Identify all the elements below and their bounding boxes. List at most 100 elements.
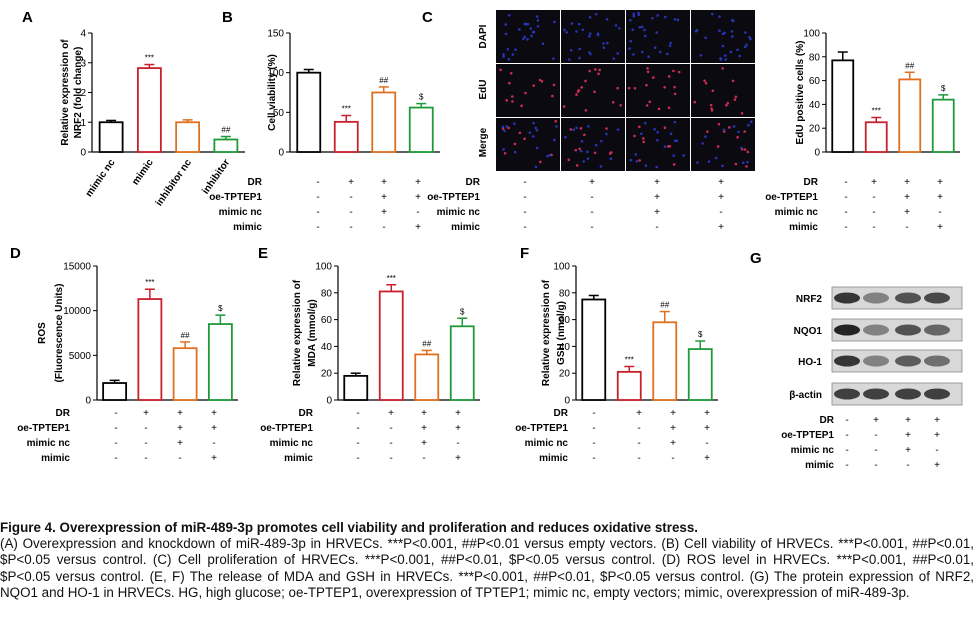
panel-f-condition-sign: -	[592, 453, 595, 464]
panel-c-cell-dot	[642, 140, 646, 144]
panel-c-cell-dot	[597, 72, 600, 76]
panel-c-cell-dot	[531, 135, 535, 138]
panel-c-cell-dot	[646, 67, 649, 70]
panel-g-band	[863, 292, 889, 304]
panel-b-condition-sign: -	[349, 207, 352, 218]
panel-c-bar	[898, 78, 922, 153]
panel-c-cell-dot	[526, 38, 529, 41]
panel-f-condition-sign: +	[636, 408, 642, 419]
panel-c-cell-dot	[740, 111, 744, 115]
panel-g-band	[834, 324, 860, 336]
panel-c-cell-dot	[743, 45, 747, 49]
panel-c-cell-dot	[651, 16, 654, 20]
panel-a-x-tick-label: inhibitor nc	[154, 157, 194, 208]
panel-d-y-label: ROS	[37, 322, 48, 344]
panel-c-cell-dot	[502, 148, 505, 151]
panel-b-y-tick-label: 0	[278, 148, 284, 159]
panel-c-cell-dot	[699, 53, 703, 57]
panel-c-cell-dot	[668, 44, 672, 48]
panel-c-cell-dot	[656, 138, 659, 142]
panel-d-condition-sign: -	[114, 423, 117, 434]
panel-c-cell-dot	[675, 139, 679, 143]
panel-c-condition-sign: -	[844, 207, 847, 218]
panel-e-y-label: Relative expression of	[292, 279, 303, 386]
panel-g-condition-sign: +	[934, 460, 940, 471]
panel-c-cell-dot	[552, 83, 556, 87]
panel-c-cell-dot	[586, 157, 590, 160]
panel-c-cell-dot	[721, 32, 725, 36]
panel-g-condition-sign: +	[905, 430, 911, 441]
panel-c-cell-dot	[742, 161, 745, 165]
panel-c-condition-sign: +	[871, 177, 877, 188]
panel-a-y-tick-label: 2	[80, 88, 86, 99]
panel-d-condition-sign: +	[143, 408, 149, 419]
panel-b-y-tick-label: 100	[267, 68, 284, 79]
panel-c-cell-dot	[513, 122, 516, 126]
panel-c-cell-dot	[637, 11, 640, 15]
panel-c-image-condition-sign: +	[589, 177, 595, 188]
panel-g-band-label: HO-1	[798, 357, 822, 368]
panel-c-cell-dot	[716, 145, 720, 148]
panel-g-condition-label: DR	[820, 415, 835, 426]
panel-c-cell-dot	[709, 103, 713, 107]
panel-c-cell-dot	[569, 128, 573, 131]
panel-a-x-tick-label: inhibitor	[200, 157, 232, 196]
panel-c-cell-dot	[710, 12, 714, 16]
panel-c-cell-dot	[535, 146, 539, 150]
panel-c-micrograph	[496, 10, 560, 63]
panel-c-cell-dot	[608, 152, 612, 155]
panel-e-condition-sign: -	[422, 453, 425, 464]
panel-c-condition-sign: +	[937, 222, 943, 233]
panel-c-cell-dot	[721, 164, 724, 168]
panel-e-y-tick-label: 100	[315, 262, 332, 273]
panel-c-cell-dot	[504, 23, 507, 26]
panel-c-cell-dot	[508, 81, 511, 85]
panel-c-image-condition-label: oe-TPTEP1	[427, 192, 480, 203]
panel-c-cell-dot	[707, 160, 711, 163]
panel-c-cell-dot	[746, 160, 749, 164]
panel-c-cell-dot	[524, 91, 527, 95]
panel-c-cell-dot	[502, 53, 505, 56]
panel-c-cell-dot	[731, 35, 734, 38]
panel-c-cell-dot	[728, 126, 731, 129]
panel-c-condition-label: oe-TPTEP1	[765, 192, 818, 203]
panel-c-cell-dot	[580, 86, 584, 89]
panel-b-condition-label: oe-TPTEP1	[209, 192, 262, 203]
panel-f-bar	[581, 298, 607, 401]
panel-c-cell-dot	[732, 125, 736, 128]
panel-c-cell-dot	[657, 107, 661, 111]
panel-c-condition-sign: +	[904, 207, 910, 218]
panel-c-micrograph	[496, 64, 560, 117]
panel-c-cell-dot	[746, 150, 750, 154]
panel-c-cell-dot	[546, 154, 549, 158]
panel-e-condition-sign: -	[356, 408, 359, 419]
panel-b-condition-sign: -	[416, 207, 419, 218]
panel-g-condition-sign: -	[845, 430, 848, 441]
panel-c-image-condition-label: mimic	[451, 222, 480, 233]
panel-c-cell-dot	[589, 52, 592, 56]
panel-c-image-condition-sign: -	[523, 207, 526, 218]
panel-c-condition-sign: +	[904, 192, 910, 203]
panel-d-letter: D	[10, 245, 21, 262]
panel-b-condition-label: mimic	[233, 222, 262, 233]
panel-d-condition-sign: -	[144, 438, 147, 449]
panel-c-cell-dot	[673, 92, 677, 96]
panel-c-micrograph	[561, 64, 625, 117]
panel-c-cell-dot	[643, 28, 646, 32]
panel-c-image-condition-sign: +	[718, 222, 724, 233]
panel-c-cell-dot	[507, 58, 511, 61]
panel-e-bar	[343, 374, 369, 401]
panel-e-condition-sign: +	[455, 408, 461, 419]
panel-e-y-tick-label: 80	[321, 288, 333, 299]
panel-c-cell-dot	[541, 42, 545, 45]
panel-c-cell-dot	[641, 25, 644, 29]
panel-c-image-condition-sign: -	[719, 207, 722, 218]
panel-g-band	[895, 355, 921, 367]
panel-d-y-tick-label: 0	[85, 396, 91, 407]
panel-d-condition-sign: -	[144, 423, 147, 434]
panel-c-cell-dot	[638, 159, 641, 162]
panel-c-cell-dot	[551, 94, 554, 98]
panel-a-y-label: NRF2 (fold change)	[73, 47, 84, 139]
panel-c-image-condition-sign: +	[718, 177, 724, 188]
panel-e-condition-sign: -	[389, 453, 392, 464]
